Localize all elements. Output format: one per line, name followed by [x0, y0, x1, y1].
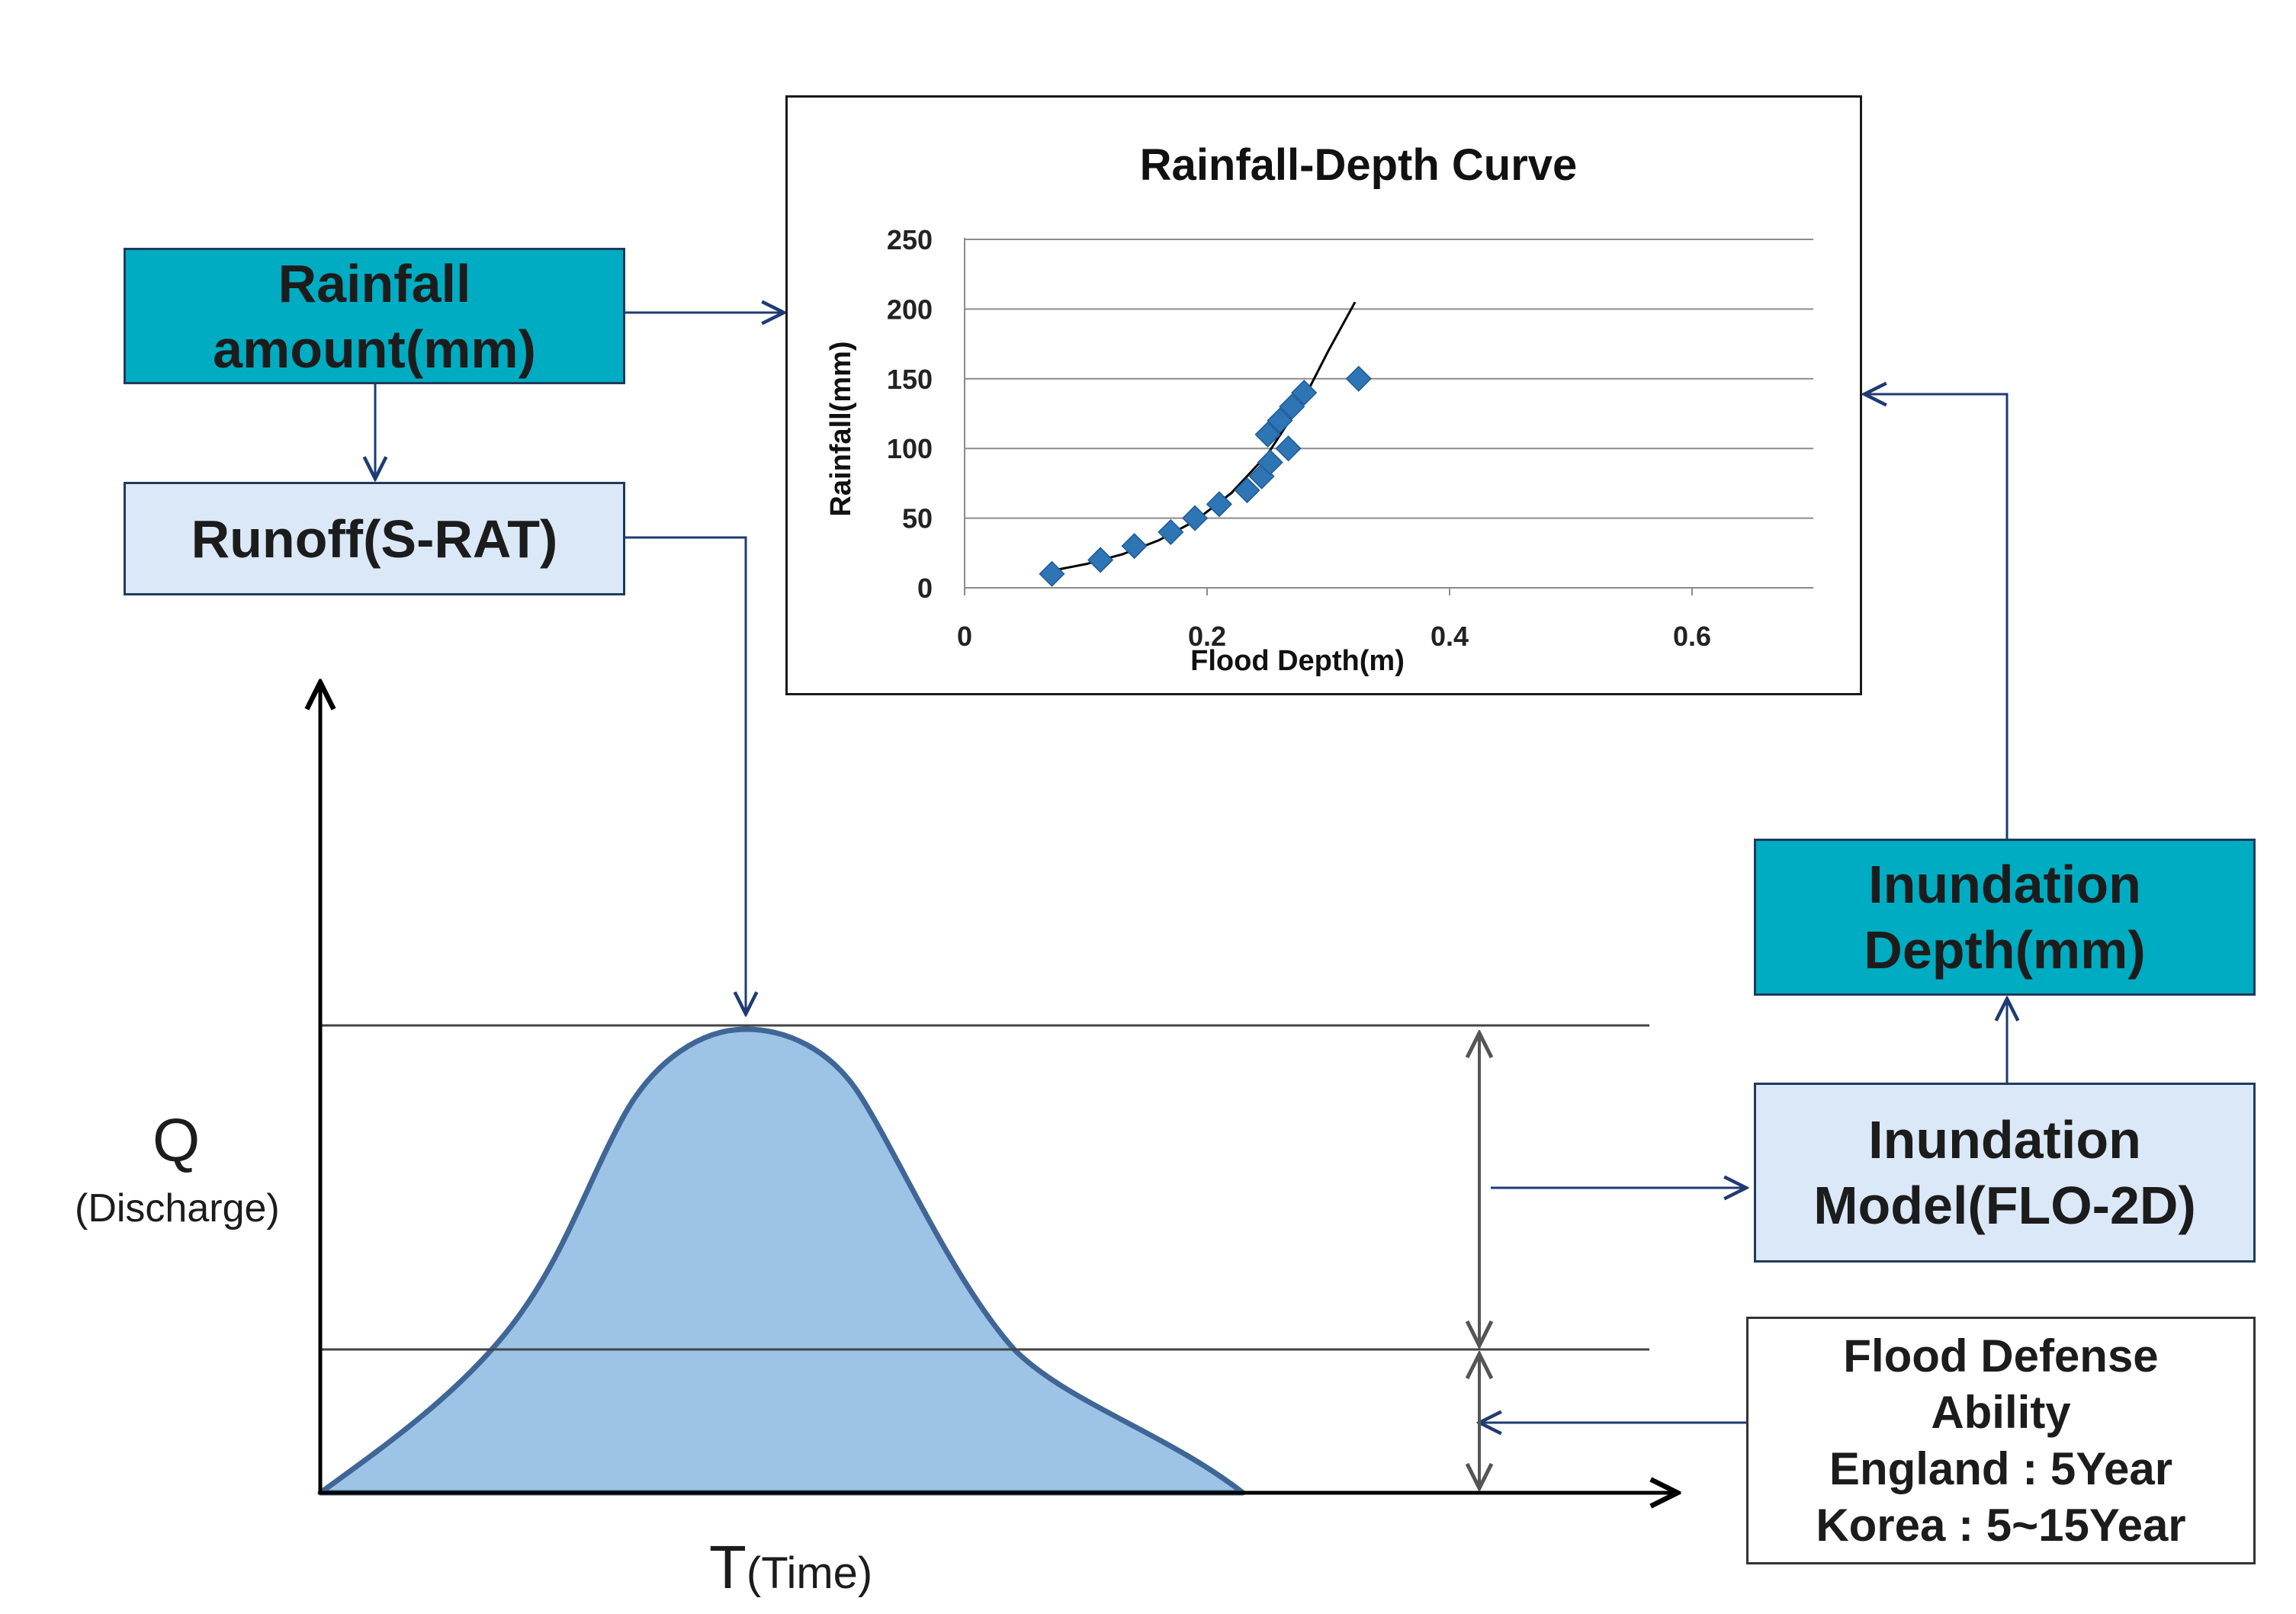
data-point	[1279, 393, 1305, 420]
flood-defense-korea: Korea : 5~15Year	[1816, 1499, 2186, 1551]
flood-defense-box: Flood Defense Ability England : 5Year Ko…	[1746, 1317, 2256, 1564]
arrow-depth-to-chart	[1864, 394, 2009, 839]
x-tick-label: 0.6	[1673, 621, 1711, 652]
x-axis-title: Flood Depth(m)	[1190, 645, 1405, 677]
q-axis-label: Q	[153, 1106, 201, 1174]
y-tick-label: 200	[887, 294, 933, 325]
data-point	[1158, 518, 1184, 545]
data-point	[1345, 365, 1372, 392]
data-point	[1291, 380, 1318, 406]
time-sublabel: (Time)	[746, 1548, 873, 1598]
trendline	[1049, 301, 1357, 573]
x-tick-label: 0.2	[1188, 621, 1226, 652]
data-point	[1267, 407, 1293, 434]
flood-defense-line1: Flood Defense	[1843, 1330, 2159, 1381]
rainfall-depth-chart-frame: Rainfall-Depth Curve 0 50 100 150 200 250 0 0.2 0…	[785, 95, 1862, 695]
data-point	[1275, 435, 1302, 462]
discharge-sublabel: (Discharge)	[75, 1186, 280, 1231]
rainfall-amount-line2: amount(mm)	[213, 319, 536, 379]
y-axis-title: Rainfall(mm)	[825, 341, 857, 516]
x-tick-label: 0.4	[1431, 621, 1469, 652]
y-tick-label: 100	[887, 433, 933, 464]
arrow-runoff-to-peak	[625, 536, 746, 1014]
flood-defense-england: England : 5Year	[1829, 1442, 2173, 1494]
rainfall-amount-line1: Rainfall	[278, 253, 471, 313]
x-tick-label: 0	[957, 621, 972, 652]
data-point	[1206, 491, 1232, 518]
runoff-box: Runoff(S-RAT)	[124, 482, 625, 595]
inundation-depth-box: Inundation Depth(mm)	[1754, 839, 2256, 996]
t-axis-letter: T	[709, 1533, 747, 1601]
rainfall-depth-chart: Rainfall-Depth Curve 0 50 100 150 200 250 0 0.2 0…	[825, 140, 1813, 677]
data-point	[1182, 505, 1209, 531]
y-tick-label: 0	[917, 573, 933, 604]
inundation-model-line2: Model(FLO-2D)	[1813, 1176, 2196, 1235]
data-point	[1039, 560, 1065, 587]
runoff-label: Runoff(S-RAT)	[191, 509, 558, 569]
data-point	[1254, 421, 1281, 448]
y-tick-label: 50	[902, 503, 933, 534]
y-tick-label: 250	[887, 224, 933, 255]
inundation-depth-line2: Depth(mm)	[1864, 920, 2146, 980]
data-point	[1087, 547, 1114, 573]
data-point	[1257, 449, 1283, 476]
inundation-model-box: Inundation Model(FLO-2D)	[1754, 1083, 2256, 1263]
inundation-model-line1: Inundation	[1868, 1110, 2141, 1170]
time-axis-label: T(Time)	[709, 1532, 872, 1603]
hydrograph-curve	[317, 1026, 1246, 1496]
y-tick-label: 150	[887, 364, 933, 395]
chart-title: Rainfall-Depth Curve	[1140, 140, 1578, 190]
flood-defense-line2: Ability	[1931, 1386, 2071, 1438]
data-point	[1121, 533, 1148, 560]
data-point	[1234, 476, 1260, 504]
inundation-depth-line1: Inundation	[1868, 855, 2141, 914]
rainfall-amount-box: Rainfall amount(mm)	[124, 248, 625, 384]
